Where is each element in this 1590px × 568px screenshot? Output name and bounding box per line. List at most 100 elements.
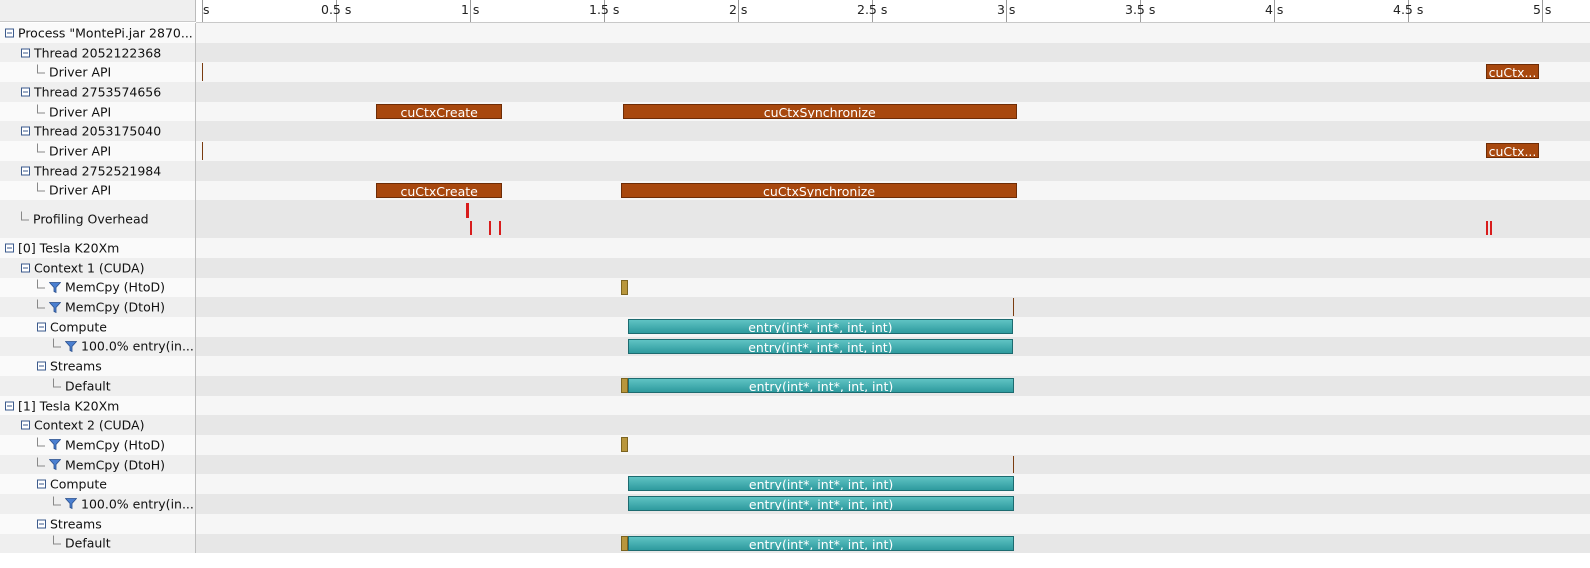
row-label-cell[interactable]: MemCpy (HtoD) <box>0 435 196 455</box>
row-label-cell[interactable]: Compute <box>0 474 196 495</box>
timeline-row[interactable]: Driver API cuCtxCreate cuCtxSynchronize <box>0 180 1590 201</box>
row-label-cell[interactable]: Thread 2753574656 <box>0 82 196 102</box>
timeline-row[interactable]: Thread 2752521984 <box>0 160 1590 181</box>
timeline-row[interactable]: Context 2 (CUDA) <box>0 415 1590 436</box>
row-label-cell[interactable]: Thread 2052122368 <box>0 42 196 63</box>
row-label-cell[interactable]: MemCpy (HtoD) <box>0 277 196 298</box>
collapse-toggle-icon[interactable] <box>37 361 46 371</box>
row-track[interactable]: cuCtxCreate cuCtxSynchronize <box>196 101 1590 122</box>
overhead-mark[interactable] <box>488 221 491 236</box>
timeline-row[interactable]: Streams <box>0 513 1590 534</box>
timeline-row[interactable]: MemCpy (HtoD) <box>0 277 1590 298</box>
api-call-bar[interactable]: cuCtxSynchronize <box>622 103 1017 119</box>
timeline-row[interactable]: Compute entry(int*, int*, int, int) <box>0 316 1590 337</box>
row-label-cell[interactable]: Streams <box>0 356 196 376</box>
timeline-row[interactable]: Profiling Overhead <box>0 200 1590 239</box>
row-label-cell[interactable]: Thread 2752521984 <box>0 160 196 181</box>
timeline-row[interactable]: Thread 2753574656 <box>0 82 1590 102</box>
row-track[interactable] <box>196 200 1590 239</box>
row-label-cell[interactable]: Default <box>0 533 196 554</box>
timeline-row[interactable]: Default entry(int*, int*, int, int) <box>0 376 1590 396</box>
row-label-cell[interactable]: Thread 2053175040 <box>0 121 196 142</box>
row-track[interactable]: cuCtx... <box>196 62 1590 83</box>
row-track[interactable] <box>196 435 1590 455</box>
timeline-row[interactable]: MemCpy (DtoH) <box>0 297 1590 317</box>
row-track[interactable] <box>196 356 1590 376</box>
row-track[interactable] <box>196 277 1590 298</box>
collapse-toggle-icon[interactable] <box>37 322 46 332</box>
timeline-row[interactable]: MemCpy (HtoD) <box>0 435 1590 455</box>
row-track[interactable] <box>196 238 1590 258</box>
overhead-mark[interactable] <box>467 203 470 219</box>
api-call-bar[interactable]: cuCtxCreate <box>376 103 503 119</box>
event-marker[interactable] <box>1012 298 1014 316</box>
timeline-row[interactable]: Driver API cuCtx... <box>0 62 1590 83</box>
row-label-cell[interactable]: Driver API <box>0 180 196 201</box>
row-label-cell[interactable]: Streams <box>0 513 196 534</box>
collapse-toggle-icon[interactable] <box>21 263 30 273</box>
row-label-cell[interactable]: [0] Tesla K20Xm <box>0 238 196 258</box>
kernel-bar[interactable]: entry(int*, int*, int, int) <box>628 318 1013 334</box>
timeline-row[interactable]: Default entry(int*, int*, int, int) <box>0 533 1590 554</box>
timeline-row[interactable]: Driver API cuCtxCreate cuCtxSynchronize <box>0 101 1590 122</box>
timeline-row[interactable]: [1] Tesla K20Xm <box>0 395 1590 416</box>
row-track[interactable] <box>196 160 1590 181</box>
row-track[interactable] <box>196 257 1590 278</box>
row-track[interactable]: entry(int*, int*, int, int) <box>196 494 1590 514</box>
row-label-cell[interactable]: 100.0% entry(in... <box>0 336 196 357</box>
row-track[interactable] <box>196 42 1590 63</box>
timeline-row[interactable]: Context 1 (CUDA) <box>0 257 1590 278</box>
row-track[interactable] <box>196 23 1590 43</box>
row-track[interactable] <box>196 395 1590 416</box>
timeline-row[interactable]: Compute entry(int*, int*, int, int) <box>0 474 1590 495</box>
row-label-cell[interactable]: Default <box>0 376 196 396</box>
row-label-cell[interactable]: Profiling Overhead <box>0 200 196 239</box>
collapse-toggle-icon[interactable] <box>37 479 46 489</box>
timeline-row[interactable]: Streams <box>0 356 1590 376</box>
event-marker[interactable] <box>202 142 203 160</box>
row-label-cell[interactable]: Process "MontePi.jar 2870... <box>0 23 196 43</box>
api-call-bar[interactable]: cuCtxSynchronize <box>621 182 1017 198</box>
timeline-row[interactable]: Thread 2052122368 <box>0 42 1590 63</box>
collapse-toggle-icon[interactable] <box>21 166 30 176</box>
row-label-cell[interactable]: Driver API <box>0 62 196 83</box>
timeline-row[interactable]: Thread 2053175040 <box>0 121 1590 142</box>
row-track[interactable]: cuCtxCreate cuCtxSynchronize <box>196 180 1590 201</box>
row-label-cell[interactable]: Context 2 (CUDA) <box>0 415 196 436</box>
timeline-row[interactable]: Driver API cuCtx... <box>0 141 1590 161</box>
collapse-toggle-icon[interactable] <box>21 420 30 430</box>
row-label-cell[interactable]: Driver API <box>0 101 196 122</box>
timeline-row[interactable]: 100.0% entry(in... entry(int*, int*, int,… <box>0 336 1590 357</box>
row-track[interactable] <box>196 513 1590 534</box>
row-track[interactable]: entry(int*, int*, int, int) <box>196 533 1590 554</box>
kernel-bar[interactable]: entry(int*, int*, int, int) <box>628 378 1015 393</box>
kernel-bar[interactable]: entry(int*, int*, int, int) <box>628 476 1015 492</box>
kernel-bar[interactable]: entry(int*, int*, int, int) <box>628 496 1015 512</box>
collapse-toggle-icon[interactable] <box>5 401 14 411</box>
row-label-cell[interactable]: Compute <box>0 316 196 337</box>
timeline-row[interactable]: MemCpy (DtoH) <box>0 454 1590 475</box>
row-track[interactable]: entry(int*, int*, int, int) <box>196 376 1590 396</box>
memcpy-bar[interactable] <box>621 279 629 295</box>
row-label-cell[interactable]: MemCpy (DtoH) <box>0 297 196 317</box>
api-call-bar[interactable]: cuCtxCreate <box>376 182 503 198</box>
timeline-row[interactable]: Process "MontePi.jar 2870... <box>0 23 1590 43</box>
row-track[interactable]: entry(int*, int*, int, int) <box>196 316 1590 337</box>
row-label-cell[interactable]: MemCpy (DtoH) <box>0 454 196 475</box>
timeline-row[interactable]: [0] Tesla K20Xm <box>0 238 1590 258</box>
row-label-cell[interactable]: [1] Tesla K20Xm <box>0 395 196 416</box>
row-track[interactable]: entry(int*, int*, int, int) <box>196 474 1590 495</box>
overhead-mark[interactable] <box>1489 221 1492 236</box>
event-marker[interactable] <box>1012 455 1014 474</box>
overhead-mark[interactable] <box>465 203 468 219</box>
row-track[interactable]: cuCtx... <box>196 141 1590 161</box>
collapse-toggle-icon[interactable] <box>21 126 30 136</box>
collapse-toggle-icon[interactable] <box>37 519 46 529</box>
row-label-cell[interactable]: Driver API <box>0 141 196 161</box>
collapse-toggle-icon[interactable] <box>21 87 30 97</box>
overhead-mark[interactable] <box>470 221 472 236</box>
row-track[interactable] <box>196 415 1590 436</box>
row-label-cell[interactable]: Context 1 (CUDA) <box>0 257 196 278</box>
row-track[interactable] <box>196 121 1590 142</box>
api-call-bar[interactable]: cuCtx... <box>1485 143 1540 159</box>
